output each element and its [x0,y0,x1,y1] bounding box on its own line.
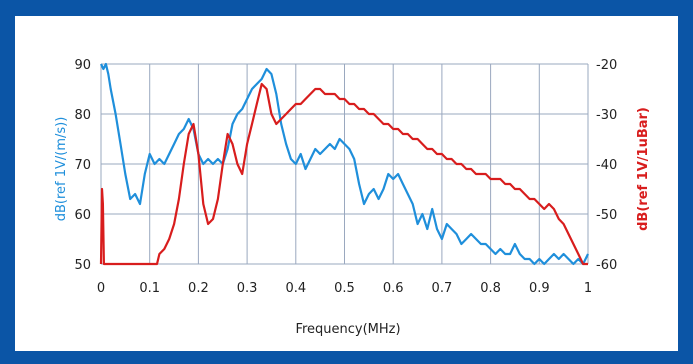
line-chart: 0 0.1 0.2 0.3 0.4 0.5 0.6 0.7 0.8 0.9 1 90 80 70 60 50 -… [54,58,651,337]
y-tick-label-right: -40 [596,158,617,173]
x-tick-label: 0.3 [237,281,258,296]
y-tick-label-left: 80 [74,108,91,123]
x-tick-label: 0.6 [383,281,404,296]
x-tick-label: 0.7 [432,281,453,296]
x-axis-label: Frequency(MHz) [295,322,400,337]
series-line-right [99,82,588,266]
y-tick-label-left: 60 [74,208,91,223]
x-tick-label: 0.5 [334,281,355,296]
y-tick-label-right: -50 [596,208,617,223]
x-tick-label: 0.8 [480,281,501,296]
y-tick-label-left: 50 [74,258,91,273]
y-axis-label-left: dB(ref 1V/(m/s)) [54,117,69,222]
y-tick-label-left: 70 [74,158,91,173]
x-tick-label: 1 [584,281,592,296]
y-axis-label-right: dB(ref 1V/1uBar) [636,107,651,231]
y-tick-label-right: -20 [596,58,617,73]
y-tick-label-right: -60 [596,258,617,273]
x-tick-label: 0.4 [285,281,306,296]
series-line-left [100,62,589,266]
x-tick-label: 0.9 [529,281,550,296]
grid-lines [100,63,589,265]
y-tick-label-left: 90 [74,58,91,73]
chart-panel: 0 0.1 0.2 0.3 0.4 0.5 0.6 0.7 0.8 0.9 1 90 80 70 60 50 -… [15,16,678,351]
x-tick-label: 0 [97,281,105,296]
x-tick-label: 0.2 [188,281,209,296]
x-tick-label: 0.1 [139,281,160,296]
y-tick-label-right: -30 [596,108,617,123]
tick-labels: 0 0.1 0.2 0.3 0.4 0.5 0.6 0.7 0.8 0.9 1 90 80 70 60 50 -… [74,58,617,296]
series-lines [99,62,589,266]
